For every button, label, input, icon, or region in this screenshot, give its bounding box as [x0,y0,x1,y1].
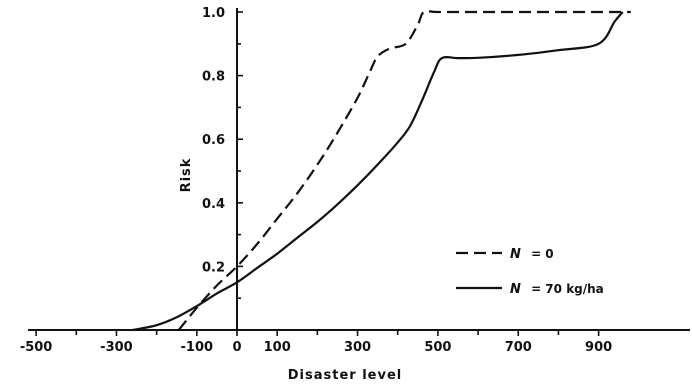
y-tick-label-0.6: 0.6 [202,133,225,148]
y-axis-title: Risk [179,158,194,193]
y-tick-label-0.2: 0.2 [202,260,225,275]
x-tick-label-500: 500 [424,340,451,355]
legend: N = 0 N = 70 kg/ha [456,247,604,297]
x-tick-label--500: -500 [20,340,53,355]
legend-value-n-0: = 0 [531,247,554,261]
tick-marks [35,11,600,336]
x-tick-label-100: 100 [264,340,291,355]
series-line-n-0 [177,9,631,331]
tick-labels: -500 -300 -100 0 100 300 500 700 900 0.2 0.4 0.6 0.8… [20,6,612,355]
x-tick-label-900: 900 [585,340,612,355]
series-line-n-70 [132,11,624,332]
y-tick-label-0.4: 0.4 [202,197,225,212]
legend-label-n-70: N = 70 kg/ha [510,282,604,297]
legend-symbol-n-0: N [510,247,521,262]
legend-symbol-n-70: N [510,282,521,297]
x-tick-label-0: 0 [232,340,241,355]
x-tick-label--100: -100 [181,340,214,355]
legend-label-n-0: N = 0 [510,247,554,262]
legend-value-n-70: = 70 kg/ha [531,282,604,296]
x-tick-label-300: 300 [344,340,371,355]
x-tick-label-700: 700 [505,340,532,355]
x-axis-title: Disaster level [288,368,402,383]
series-curves [132,9,631,332]
x-tick-label--300: -300 [100,340,133,355]
y-tick-label-0.8: 0.8 [202,70,225,85]
y-tick-label-1.0: 1.0 [202,6,225,21]
